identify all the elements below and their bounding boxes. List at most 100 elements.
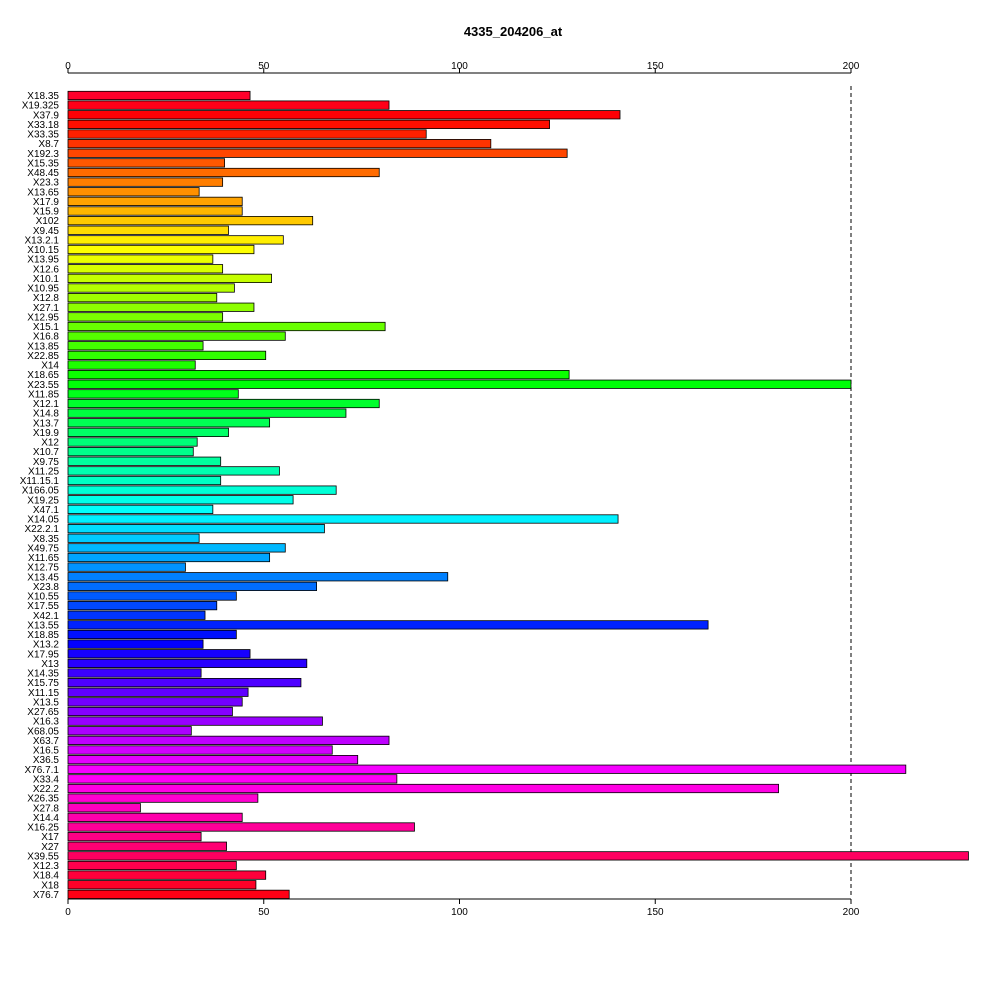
x-tick-label: 0	[65, 61, 71, 72]
category-label: X13.45	[27, 572, 59, 583]
category-label: X10.95	[27, 284, 59, 295]
category-label: X76.7	[33, 890, 60, 901]
bar	[67, 591, 237, 601]
category-label: X18.35	[27, 91, 59, 102]
bar	[67, 572, 449, 582]
x-tick-label: 100	[451, 907, 468, 918]
category-label: X10.7	[33, 447, 60, 458]
category-label: X11.65	[28, 553, 59, 564]
bar	[67, 119, 550, 129]
category-label: X9.45	[33, 226, 60, 237]
bar	[67, 90, 251, 101]
category-label: X48.45	[27, 168, 59, 179]
category-label: X39.55	[27, 851, 59, 862]
category-label: X12.1	[33, 399, 60, 410]
category-label: X12.95	[27, 312, 59, 323]
bar	[67, 456, 222, 466]
category-label: X11.25	[28, 466, 59, 477]
bar	[67, 389, 239, 399]
category-label: X33.35	[27, 130, 59, 141]
bar	[67, 601, 218, 611]
category-label: X102	[36, 216, 60, 227]
category-label: X33.4	[33, 774, 60, 785]
bar	[67, 408, 347, 418]
category-label: X27	[41, 842, 59, 853]
category-label: X13.95	[27, 255, 59, 266]
category-label: X22.85	[27, 351, 59, 362]
x-tick-label: 50	[258, 907, 270, 918]
category-label: X15.35	[27, 158, 59, 169]
x-tick-label: 200	[843, 61, 860, 72]
category-label: X15.75	[27, 678, 59, 689]
bar	[67, 889, 290, 899]
bar	[67, 803, 141, 813]
category-label: X14.35	[27, 669, 59, 680]
bar	[67, 870, 267, 880]
category-label: X13.55	[27, 620, 59, 631]
bar	[67, 880, 257, 890]
bar	[67, 514, 619, 524]
bar	[67, 764, 907, 774]
bar	[67, 697, 243, 707]
x-tick-label: 150	[647, 907, 664, 918]
category-label: X47.1	[33, 505, 60, 516]
x-tick-label: 100	[451, 61, 468, 72]
bar	[67, 100, 390, 110]
category-label: X13.85	[27, 341, 59, 352]
bar	[67, 687, 249, 697]
bar	[67, 735, 390, 745]
category-label: X8.35	[33, 534, 60, 545]
bar	[67, 398, 380, 409]
bar	[67, 350, 267, 360]
category-label: X68.05	[27, 726, 59, 737]
category-label: X19.325	[22, 101, 60, 112]
category-label: X12.3	[33, 861, 60, 872]
bar	[67, 495, 294, 505]
bar	[67, 639, 204, 649]
bar	[67, 341, 204, 351]
category-label: X18.4	[33, 871, 60, 882]
category-label: X10.1	[33, 274, 60, 285]
category-label: X33.18	[27, 120, 59, 131]
category-label: X13	[41, 659, 59, 670]
bar	[67, 302, 255, 312]
category-label: X76.7.1	[25, 765, 60, 776]
category-label: X27.8	[33, 803, 60, 814]
bar	[67, 447, 194, 457]
bar	[67, 658, 308, 668]
category-label: X13.7	[33, 418, 60, 429]
category-label: X26.35	[27, 794, 59, 805]
bar	[67, 370, 570, 380]
bar	[67, 706, 233, 717]
bar	[67, 524, 325, 534]
category-labels: X18.35X19.325X37.9X33.18X33.35X8.7X192.3…	[20, 91, 60, 901]
bar	[67, 427, 229, 437]
bar	[67, 581, 318, 591]
bar	[67, 841, 227, 851]
bar	[67, 562, 186, 572]
category-label: X10.15	[27, 245, 59, 256]
category-label: X27.1	[33, 303, 60, 314]
x-axis-top: 0 50 100 150 200	[65, 61, 860, 74]
category-label: X12.8	[33, 293, 60, 304]
bar	[67, 533, 200, 543]
bar	[67, 110, 621, 120]
bar	[67, 312, 224, 322]
category-label: X14	[41, 361, 59, 372]
bar	[67, 273, 272, 283]
bar	[67, 774, 398, 784]
category-label: X14.4	[33, 813, 60, 824]
bar	[67, 822, 415, 832]
bar	[67, 812, 243, 822]
bar	[67, 504, 214, 514]
bar	[67, 832, 202, 842]
bar	[67, 216, 314, 226]
x-tick-label: 50	[258, 61, 270, 72]
category-label: X27.65	[27, 707, 59, 718]
bar	[67, 244, 255, 255]
category-label: X23.3	[33, 178, 60, 189]
bar	[67, 225, 229, 235]
category-label: X23.55	[27, 380, 59, 391]
category-label: X11.15	[28, 688, 59, 699]
bar	[67, 610, 206, 620]
